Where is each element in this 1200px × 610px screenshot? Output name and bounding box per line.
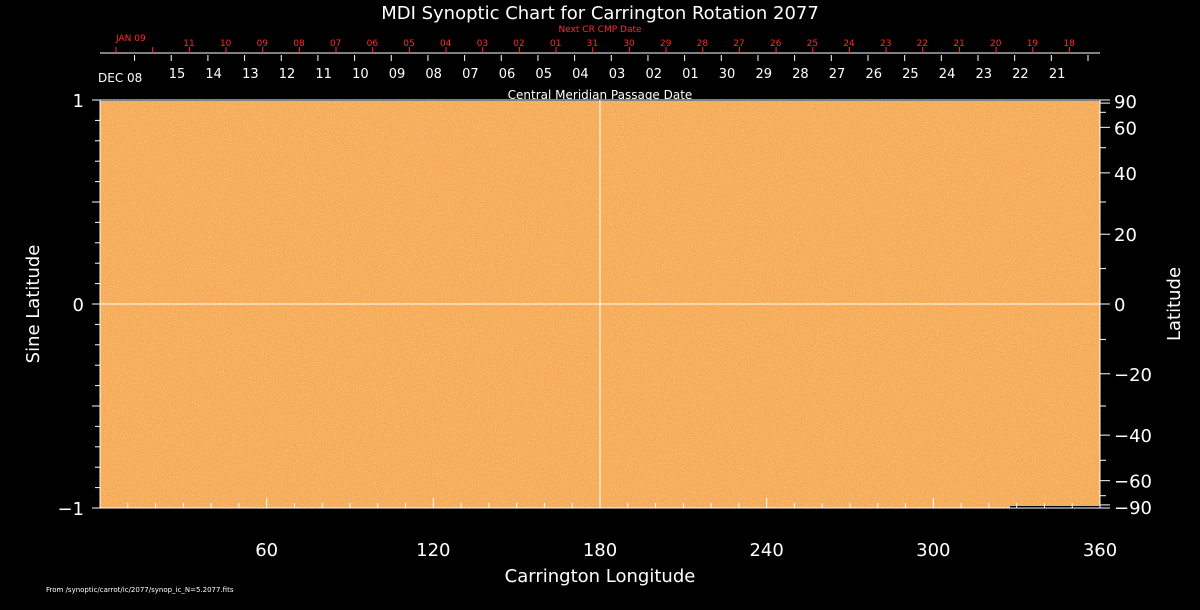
next-cr-date-label: 06 [367,39,379,49]
x-tick-label: 120 [416,540,450,561]
cmp-date-label: 03 [609,67,626,82]
x-tick-label: 360 [1083,540,1117,561]
next-cr-date-label: 18 [1063,39,1075,49]
next-cr-date-label: 20 [990,39,1002,49]
cmp-date-label: 06 [499,67,516,82]
next-cr-date-label: 03 [477,39,488,49]
source-footer: From /synoptic/carrot/ic/2077/synop_ic_N… [46,586,234,594]
cmp-date-label: 22 [1012,67,1029,82]
cmp-start-label: DEC 08 [98,71,142,85]
x-tick-label: 60 [255,540,278,561]
cmp-date-label: 07 [462,67,479,82]
next-cr-ticks: 11 10 09 08 07 06 05 04 03 02 01 31 30 29 28 27 26 25 24 23… [115,39,1075,53]
cmp-date-label: 15 [169,67,186,82]
left-axis-title: Sine Latitude [23,245,44,364]
cmp-date-label: 08 [425,67,442,82]
cmp-date-label: 26 [865,67,882,82]
right-tick-label: −90 [1114,498,1152,519]
next-cr-date-label: 08 [293,39,305,49]
next-cr-date-label: 23 [880,39,891,49]
next-cr-date-label: 30 [623,39,635,49]
right-axis-ticks: 90 60 40 20 0 −20 −40 −60 −90 [1100,92,1152,519]
cmp-date-label: 01 [682,67,699,82]
right-tick-label: 90 [1114,92,1137,113]
next-cr-date-label: 25 [807,39,818,49]
x-tick-label: 240 [749,540,783,561]
cmp-date-label: 21 [1049,67,1066,82]
next-cr-date-label: 19 [1027,39,1039,49]
left-axis-ticks: 1 0 −1 [57,91,100,520]
left-tick-label: 1 [73,91,84,112]
cmp-date-label: 11 [315,67,332,82]
next-cr-start-label: JAN 09 [115,34,146,44]
cmp-date-label: 09 [389,67,406,82]
cmp-date-label: 12 [279,67,296,82]
cmp-ticks: 15 14 13 12 11 10 09 08 07 06 05 04 03 02 01 30 29 28 27 26… [134,55,1089,82]
next-cr-date-label: 21 [953,39,964,49]
cmp-date-label: 04 [572,67,589,82]
cmp-date-label: 25 [902,67,919,82]
cmp-date-label: 02 [645,67,662,82]
next-cr-date-label: 01 [550,39,561,49]
cmp-date-label: 24 [939,67,956,82]
next-cr-axis-label: Next CR CMP Date [558,25,642,35]
next-cr-date-label: 05 [403,39,414,49]
cmp-date-label: 28 [792,67,809,82]
next-cr-date-label: 24 [843,39,855,49]
next-cr-date-label: 04 [440,39,452,49]
next-cr-date-label: 22 [917,39,928,49]
chart-title: MDI Synoptic Chart for Carrington Rotati… [381,3,819,24]
cmp-axis-label: Central Meridian Passage Date [508,88,693,102]
right-axis-title: Latitude [1164,267,1185,341]
next-cr-date-label: 31 [587,39,598,49]
cmp-date-label: 23 [975,67,992,82]
right-tick-label: 0 [1114,295,1125,316]
next-cr-date-label: 07 [330,39,341,49]
x-axis-ticks: 60 120 180 240 300 360 [127,498,1117,561]
next-cr-date-label: 02 [513,39,524,49]
left-tick-label: 0 [73,295,84,316]
next-cr-date-label: 26 [770,39,782,49]
x-tick-label: 300 [916,540,950,561]
next-cr-date-label: 09 [257,39,269,49]
right-tick-label: 60 [1114,118,1137,139]
cmp-date-label: 13 [242,67,259,82]
right-tick-label: −40 [1114,426,1152,447]
cmp-date-label: 29 [755,67,772,82]
right-tick-label: −20 [1114,365,1152,386]
right-tick-label: 20 [1114,225,1137,246]
left-tick-label: −1 [57,499,84,520]
cmp-date-label: 14 [205,67,222,82]
cmp-date-label: 27 [829,67,846,82]
right-tick-label: −60 [1114,472,1152,493]
cmp-date-label: 30 [719,67,736,82]
x-axis-title: Carrington Longitude [505,566,696,587]
next-cr-date-label: 27 [733,39,744,49]
cmp-date-label: 05 [535,67,552,82]
x-tick-label: 180 [583,540,617,561]
next-cr-date-label: 28 [697,39,709,49]
cmp-date-label: 10 [352,67,369,82]
next-cr-date-label: 10 [220,39,232,49]
next-cr-date-label: 11 [183,39,194,49]
right-tick-label: 40 [1114,164,1137,185]
next-cr-date-label: 29 [660,39,672,49]
